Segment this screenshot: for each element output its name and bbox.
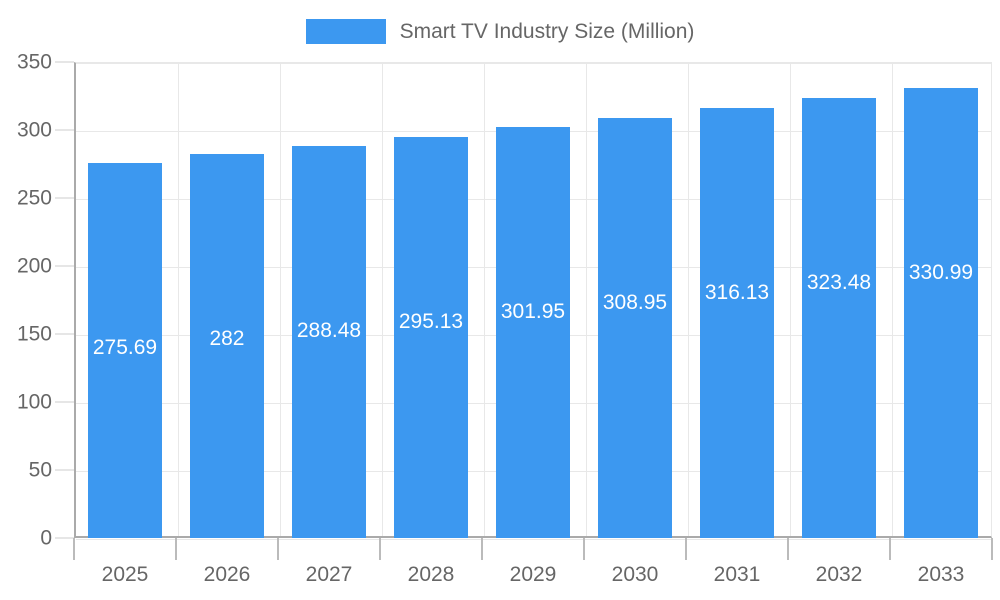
y-axis-tick-mark — [55, 265, 74, 267]
y-axis-tick-label: 50 — [28, 458, 52, 482]
x-axis-tick-label: 2030 — [611, 563, 659, 586]
x-axis-tick-mark — [889, 538, 891, 560]
y-axis-tick-mark — [55, 197, 74, 199]
bar[interactable]: 288.48 — [291, 145, 367, 538]
bar-value-label: 301.95 — [500, 300, 566, 324]
x-axis-tick-mark — [277, 538, 279, 560]
x-axis-tick-label: 2025 — [101, 563, 149, 586]
y-axis-tick-mark — [55, 61, 74, 63]
x-axis-tick-label: 2029 — [509, 563, 557, 586]
x-axis-tick-mark — [175, 538, 177, 560]
chart-legend: Smart TV Industry Size (Million) — [0, 12, 1000, 50]
x-axis-tick-mark — [583, 538, 585, 560]
x-axis-tick-mark — [991, 538, 993, 560]
y-axis-tick-label: 150 — [16, 322, 52, 346]
x-axis-tick-mark — [73, 538, 75, 560]
x-axis-tick-label: 2027 — [305, 563, 353, 586]
bar-series: 275.69 282 288.48 295.13 301.95 308.95 316.13 3… — [74, 62, 992, 538]
bar[interactable]: 301.95 — [495, 127, 571, 538]
x-axis-tick-label: 2031 — [713, 563, 761, 586]
x-axis-tick-label: 2026 — [203, 563, 251, 586]
y-axis-tick-label: 250 — [16, 186, 52, 210]
bar-value-label: 288.48 — [296, 318, 362, 342]
bar[interactable]: 275.69 — [87, 163, 163, 538]
bar-value-label: 308.95 — [602, 290, 668, 314]
x-axis: 2025 2026 2027 2028 2029 2030 2031 2032 2033 — [73, 538, 993, 600]
y-axis-tick-label: 300 — [16, 118, 52, 142]
y-axis-tick-mark — [55, 537, 74, 539]
x-axis-tick-mark — [787, 538, 789, 560]
bar-value-label: 316.13 — [704, 281, 770, 305]
bar[interactable]: 308.95 — [597, 117, 673, 538]
bar[interactable]: 316.13 — [699, 108, 775, 538]
y-axis-tick-mark — [55, 129, 74, 131]
x-axis-tick-mark — [685, 538, 687, 560]
bar-value-label: 323.48 — [806, 271, 872, 295]
bar[interactable]: 282 — [189, 154, 265, 538]
y-axis-tick-label: 0 — [40, 526, 52, 550]
bar-value-label: 295.13 — [398, 309, 464, 333]
y-axis-tick-label: 100 — [16, 390, 52, 414]
bar-value-label: 275.69 — [92, 336, 158, 360]
bar[interactable]: 330.99 — [903, 87, 979, 538]
x-axis-tick-label: 2033 — [917, 563, 965, 586]
y-axis: 0 50 100 150 200 250 300 350 — [0, 0, 74, 600]
x-axis-tick-mark — [481, 538, 483, 560]
y-axis-tick-mark — [55, 469, 74, 471]
y-axis-tick-label: 200 — [16, 254, 52, 278]
bar[interactable]: 295.13 — [393, 136, 469, 538]
legend-color-swatch[interactable] — [305, 18, 386, 44]
x-axis-tick-label: 2028 — [407, 563, 455, 586]
x-axis-tick-label: 2032 — [815, 563, 863, 586]
y-axis-tick-mark — [55, 333, 74, 335]
bar[interactable]: 323.48 — [801, 98, 877, 538]
bar-value-label: 282 — [209, 327, 245, 351]
bar-value-label: 330.99 — [908, 260, 974, 284]
x-axis-tick-mark — [379, 538, 381, 560]
y-axis-tick-label: 350 — [16, 50, 52, 74]
legend-label[interactable]: Smart TV Industry Size (Million) — [399, 19, 695, 43]
y-axis-tick-mark — [55, 401, 74, 403]
